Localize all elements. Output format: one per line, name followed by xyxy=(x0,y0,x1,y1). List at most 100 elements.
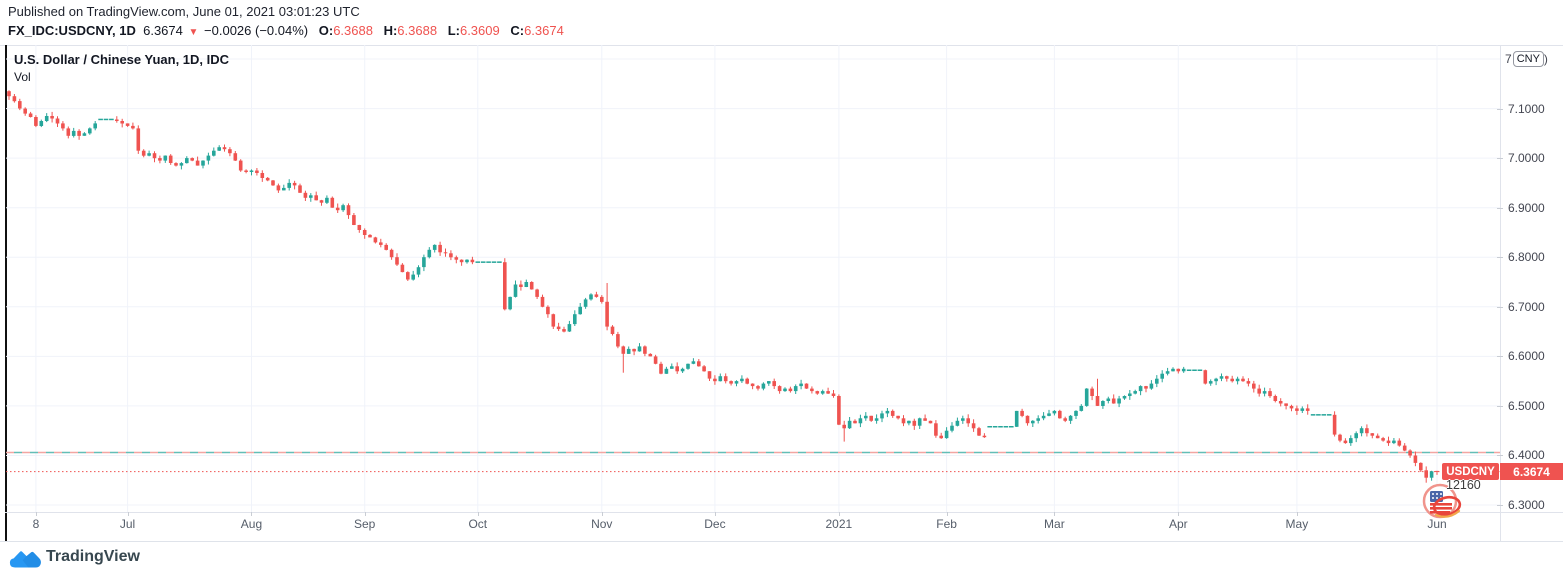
time-tick-mark xyxy=(127,512,129,516)
time-tick-mark xyxy=(946,512,948,516)
candle xyxy=(346,205,351,216)
candle xyxy=(1268,391,1272,397)
candle xyxy=(653,356,658,364)
low-label: L: xyxy=(447,23,460,38)
candle xyxy=(303,192,308,198)
candle xyxy=(707,371,712,379)
candle xyxy=(1257,388,1261,394)
candle xyxy=(1025,415,1030,424)
candle xyxy=(955,420,960,426)
candle xyxy=(600,296,604,302)
candle xyxy=(626,348,631,354)
flat-session-dash xyxy=(1009,426,1014,428)
candle xyxy=(1031,420,1035,424)
tradingview-logo-icon[interactable] xyxy=(8,547,42,571)
candle xyxy=(928,420,933,424)
candle xyxy=(632,348,636,352)
candle xyxy=(869,415,873,421)
candle xyxy=(136,128,141,151)
candle xyxy=(470,259,475,263)
candle xyxy=(874,418,879,421)
candle xyxy=(616,334,620,347)
candle xyxy=(1063,418,1067,421)
candle xyxy=(1106,398,1111,401)
time-tick-mark xyxy=(1054,512,1056,516)
candle xyxy=(621,346,626,354)
candle xyxy=(120,121,124,124)
candle xyxy=(1084,388,1089,406)
candle xyxy=(201,160,205,166)
candle xyxy=(1047,413,1051,416)
candle xyxy=(1300,408,1305,411)
candle xyxy=(34,117,38,126)
candle xyxy=(260,173,265,178)
candle xyxy=(249,170,254,172)
flat-session-dash xyxy=(992,426,998,428)
candle xyxy=(1181,368,1186,372)
candle xyxy=(384,244,388,250)
candle xyxy=(1128,393,1132,396)
candle xyxy=(244,170,248,172)
candle xyxy=(1058,410,1062,419)
candle xyxy=(190,158,194,161)
candle xyxy=(562,329,566,332)
down-triangle-icon: ▼ xyxy=(188,27,199,38)
candle xyxy=(1435,470,1439,472)
candle xyxy=(1111,398,1116,404)
candle xyxy=(556,326,561,330)
candle xyxy=(826,391,830,394)
candle xyxy=(853,420,857,424)
candle xyxy=(185,158,189,164)
candle xyxy=(966,418,970,424)
price-axis-separator xyxy=(1500,45,1501,541)
time-tick-label: Sep xyxy=(353,517,376,531)
time-tick-mark xyxy=(601,512,603,516)
candle xyxy=(66,128,71,136)
candle xyxy=(1381,438,1385,441)
candle xyxy=(944,430,949,439)
high-value: 6.3688 xyxy=(397,23,438,38)
candle xyxy=(1208,381,1213,384)
time-tick-mark xyxy=(1296,512,1298,516)
published-line: Published on TradingView.com, June 01, 2… xyxy=(8,4,360,19)
candle xyxy=(637,346,642,352)
time-tick-label: Nov xyxy=(591,517,613,531)
candle xyxy=(212,150,216,156)
candle xyxy=(406,272,410,280)
price-tick-mark xyxy=(1497,356,1503,358)
candle xyxy=(513,284,518,297)
candle xyxy=(400,264,405,273)
candle xyxy=(432,244,437,250)
candle xyxy=(1273,396,1278,401)
tradingview-brand-text[interactable]: TradingView xyxy=(46,548,140,565)
candle xyxy=(589,294,593,300)
candle xyxy=(449,253,453,258)
currency-unit-button[interactable]: CNY xyxy=(1512,51,1544,67)
close-label: C: xyxy=(510,23,525,38)
candle xyxy=(713,378,717,382)
current-price-label: 6.3674 xyxy=(1500,463,1563,481)
candle xyxy=(379,242,383,245)
time-tick-label: May xyxy=(1285,517,1309,531)
candle xyxy=(697,361,701,367)
candle xyxy=(820,391,825,394)
price-tick-mark xyxy=(1497,306,1503,308)
candles-layer xyxy=(7,90,1439,483)
candle xyxy=(847,420,852,429)
candle xyxy=(907,420,911,424)
candle xyxy=(804,383,809,389)
candle xyxy=(675,366,679,372)
candle xyxy=(141,150,146,156)
time-tick-mark xyxy=(35,512,37,516)
time-tick-mark xyxy=(1178,512,1180,516)
candle xyxy=(680,368,685,372)
candle xyxy=(1095,396,1100,406)
flag-sticker-badge: 12160 xyxy=(1420,478,1490,520)
candle xyxy=(1074,410,1078,416)
candle xyxy=(55,118,60,124)
candle xyxy=(195,160,200,166)
candle xyxy=(1289,405,1294,409)
candle xyxy=(1014,410,1019,427)
candle xyxy=(330,197,335,208)
candle xyxy=(1278,401,1283,404)
